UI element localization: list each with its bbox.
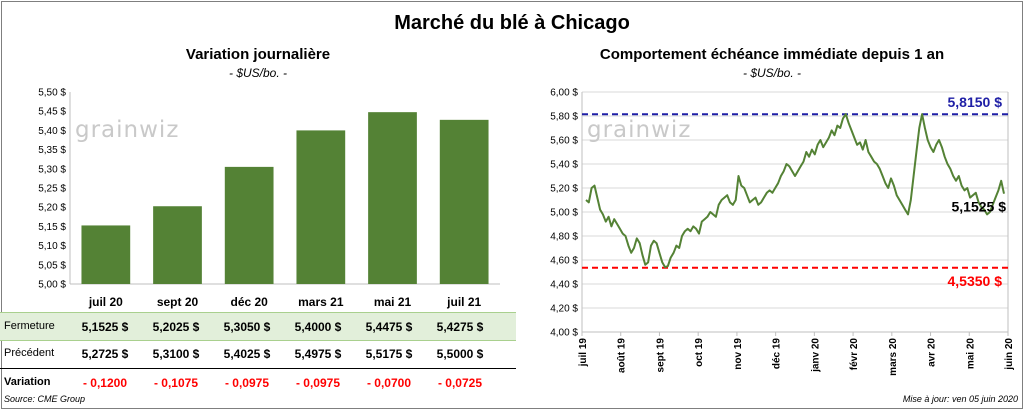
- y-tick-label: 5,80 $: [550, 112, 578, 123]
- table-cell: - 0,0700: [366, 376, 412, 390]
- table-cell: - 0,0975: [224, 376, 270, 390]
- bar-y-axis: 5,00 $ 5,05 $ 5,10 $ 5,15 $ 5,20 $ 5,25 $ 5,30…: [38, 88, 500, 291]
- source-note: Source: CME Group: [4, 394, 86, 404]
- x-tick-label: août 19: [617, 338, 628, 373]
- y-tick-label: 5,60 $: [550, 136, 578, 147]
- table-cell: - 0,1075: [153, 376, 199, 390]
- y-tick-label: 4,00 $: [550, 328, 578, 339]
- table-cell: 5,4475 $: [365, 320, 413, 334]
- high-value-label: 5,8150 $: [948, 94, 1003, 110]
- line-x-axis: juil 19 août 19 sept 19 oct 19 nov 19 déc 19 j…: [578, 332, 1015, 376]
- bar: [368, 112, 417, 284]
- x-tick-label: nov 19: [733, 338, 744, 370]
- table-cell: - 0,1200: [82, 376, 128, 390]
- x-tick-label: sept 20: [157, 295, 199, 309]
- last-value-label: 5,1525 $: [952, 199, 1007, 215]
- row-label: Fermeture: [4, 320, 55, 332]
- update-note: Mise à jour: ven 05 juin 2020: [902, 394, 1018, 404]
- x-tick-label: févr 20: [849, 338, 860, 371]
- low-value-label: 4,5350 $: [948, 273, 1003, 289]
- y-tick-label: 5,45 $: [38, 107, 66, 118]
- y-tick-label: 5,20 $: [550, 184, 578, 195]
- table-cell: 5,5000 $: [436, 347, 484, 361]
- x-tick-label: juil 21: [446, 295, 481, 309]
- x-tick-label: sept 19: [655, 338, 666, 373]
- table-cell: 5,4025 $: [223, 347, 271, 361]
- y-tick-label: 5,50 $: [38, 88, 66, 99]
- reference-lines: 5,8150 $ 4,5350 $: [582, 94, 1008, 289]
- bar-x-axis: juil 20 sept 20 déc 20 mars 21 mai 21 juil 21: [88, 295, 482, 309]
- y-tick-label: 5,05 $: [38, 260, 66, 271]
- bar: [224, 166, 274, 284]
- x-tick-label: déc 19: [772, 338, 783, 370]
- bar-series: [81, 112, 489, 284]
- table-cell: - 0,0725: [437, 376, 483, 390]
- y-tick-label: 4,80 $: [550, 232, 578, 243]
- y-tick-label: 4,60 $: [550, 256, 578, 267]
- y-tick-label: 4,40 $: [550, 280, 578, 291]
- x-tick-label: oct 19: [694, 338, 705, 367]
- y-tick-label: 5,00 $: [550, 208, 578, 219]
- x-tick-label: janv 20: [810, 338, 821, 373]
- y-tick-label: 5,40 $: [550, 160, 578, 171]
- y-tick-label: 5,25 $: [38, 184, 66, 195]
- table-cell: 5,4000 $: [294, 320, 342, 334]
- table-row-variation: Variation - 0,1200 - 0,1075 - 0,0975 - 0…: [0, 368, 516, 396]
- line-chart-title: Comportement échéance immédiate depuis 1…: [599, 46, 945, 63]
- x-tick-label: juil 20: [88, 295, 123, 309]
- y-tick-label: 5,20 $: [38, 203, 66, 214]
- x-tick-label: mars 20: [888, 338, 899, 376]
- watermark-logo: grainwiz: [75, 117, 180, 143]
- x-tick-label: mai 21: [374, 295, 412, 309]
- table-cell: 5,4275 $: [436, 320, 484, 334]
- x-tick-label: mai 20: [965, 338, 976, 370]
- y-tick-label: 5,00 $: [38, 280, 66, 291]
- bar: [153, 206, 202, 284]
- x-tick-label: déc 20: [230, 295, 268, 309]
- watermark-logo: grainwiz: [587, 117, 692, 143]
- line-chart-unit: - $US/bo. -: [742, 66, 802, 80]
- bar-chart-title: Variation journalière: [185, 46, 331, 63]
- y-tick-label: 5,30 $: [38, 164, 66, 175]
- bar: [439, 119, 489, 284]
- table-cell: 5,3100 $: [152, 347, 200, 361]
- table-cell: 5,3050 $: [223, 320, 271, 334]
- bar: [81, 225, 131, 284]
- table-cell: 5,1525 $: [81, 320, 129, 334]
- table-cell: 5,2725 $: [81, 347, 129, 361]
- y-tick-label: 5,35 $: [38, 145, 66, 156]
- line-y-axis: 4,00 $ 4,20 $ 4,40 $ 4,60 $ 4,80 $ 5,00 $ 5,20…: [550, 88, 1009, 339]
- price-series-line: [585, 113, 1005, 269]
- bar: [296, 130, 346, 284]
- table-cell: 5,4975 $: [294, 347, 342, 361]
- row-label: Précédent: [4, 347, 55, 359]
- table-cell: 5,2025 $: [152, 320, 200, 334]
- y-tick-label: 5,40 $: [38, 126, 66, 137]
- bar-chart-unit: - $US/bo. -: [228, 66, 288, 80]
- table-cell: 5,5175 $: [365, 347, 413, 361]
- x-tick-label: juin 20: [1004, 338, 1015, 371]
- x-tick-label: juil 19: [578, 338, 589, 368]
- row-label: Variation: [4, 376, 51, 388]
- table-cell: - 0,0975: [295, 376, 341, 390]
- x-tick-label: avr 20: [927, 338, 938, 367]
- y-tick-label: 5,10 $: [38, 241, 66, 252]
- y-tick-label: 4,20 $: [550, 304, 578, 315]
- y-tick-label: 6,00 $: [550, 88, 578, 99]
- line-series: 5,1525 $: [585, 113, 1007, 269]
- main-title: Marché du blé à Chicago: [394, 12, 630, 34]
- y-tick-label: 5,15 $: [38, 222, 66, 233]
- table-row-precedent: Précédent 5,2725 $ 5,3100 $ 5,4025 $ 5,4…: [0, 340, 516, 367]
- x-tick-label: mars 21: [298, 295, 344, 309]
- table-row-fermeture: Fermeture 5,1525 $ 5,2025 $ 5,3050 $ 5,4…: [0, 312, 516, 341]
